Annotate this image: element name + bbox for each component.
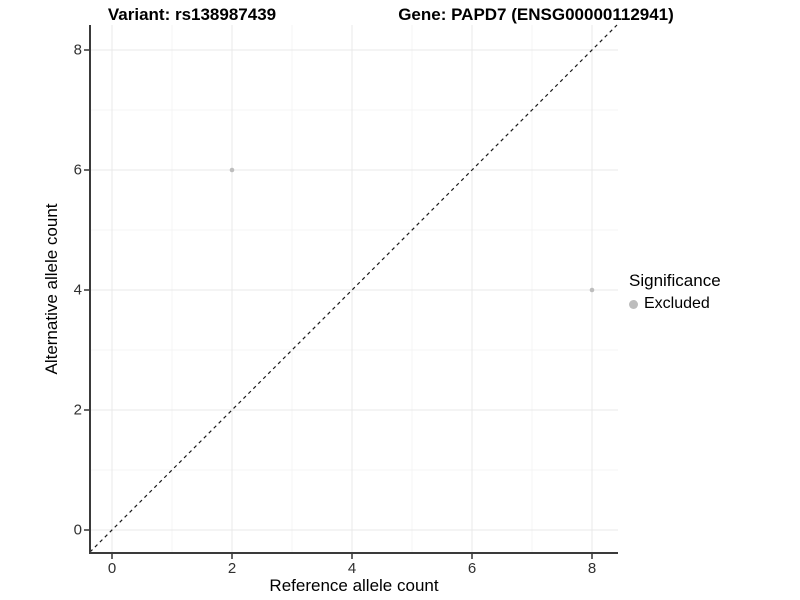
legend-item-excluded: Excluded xyxy=(629,295,721,313)
plot-title-variant: Variant: rs138987439 xyxy=(107,5,277,24)
y-tick-label-2: 2 xyxy=(73,401,82,419)
y-tick-label-4: 4 xyxy=(73,281,82,299)
x-tick-label-6: 6 xyxy=(467,560,477,577)
data-point-excluded xyxy=(589,287,595,293)
data-point-excluded xyxy=(229,167,235,173)
legend-point-icon xyxy=(629,299,638,309)
x-tick-label-0: 0 xyxy=(107,560,117,577)
y-tick-label-0: 0 xyxy=(73,521,82,539)
legend-title: Significance xyxy=(629,271,721,290)
y-axis-title: Alternative allele count xyxy=(42,203,61,375)
x-axis-title: Reference allele count xyxy=(269,576,439,595)
identity-reference-line xyxy=(89,24,618,553)
y-tick-label-6: 6 xyxy=(73,161,82,179)
x-tick-label-2: 2 xyxy=(227,560,237,577)
plot-title-gene: Gene: PAPD7 (ENSG00000112941) xyxy=(398,5,674,24)
x-tick-label-4: 4 xyxy=(347,560,357,577)
legend-item-label: Excluded xyxy=(644,295,710,312)
x-tick-label-8: 8 xyxy=(587,560,597,577)
legend: Significance Excluded xyxy=(629,271,721,313)
y-tick-label-8: 8 xyxy=(73,41,82,59)
